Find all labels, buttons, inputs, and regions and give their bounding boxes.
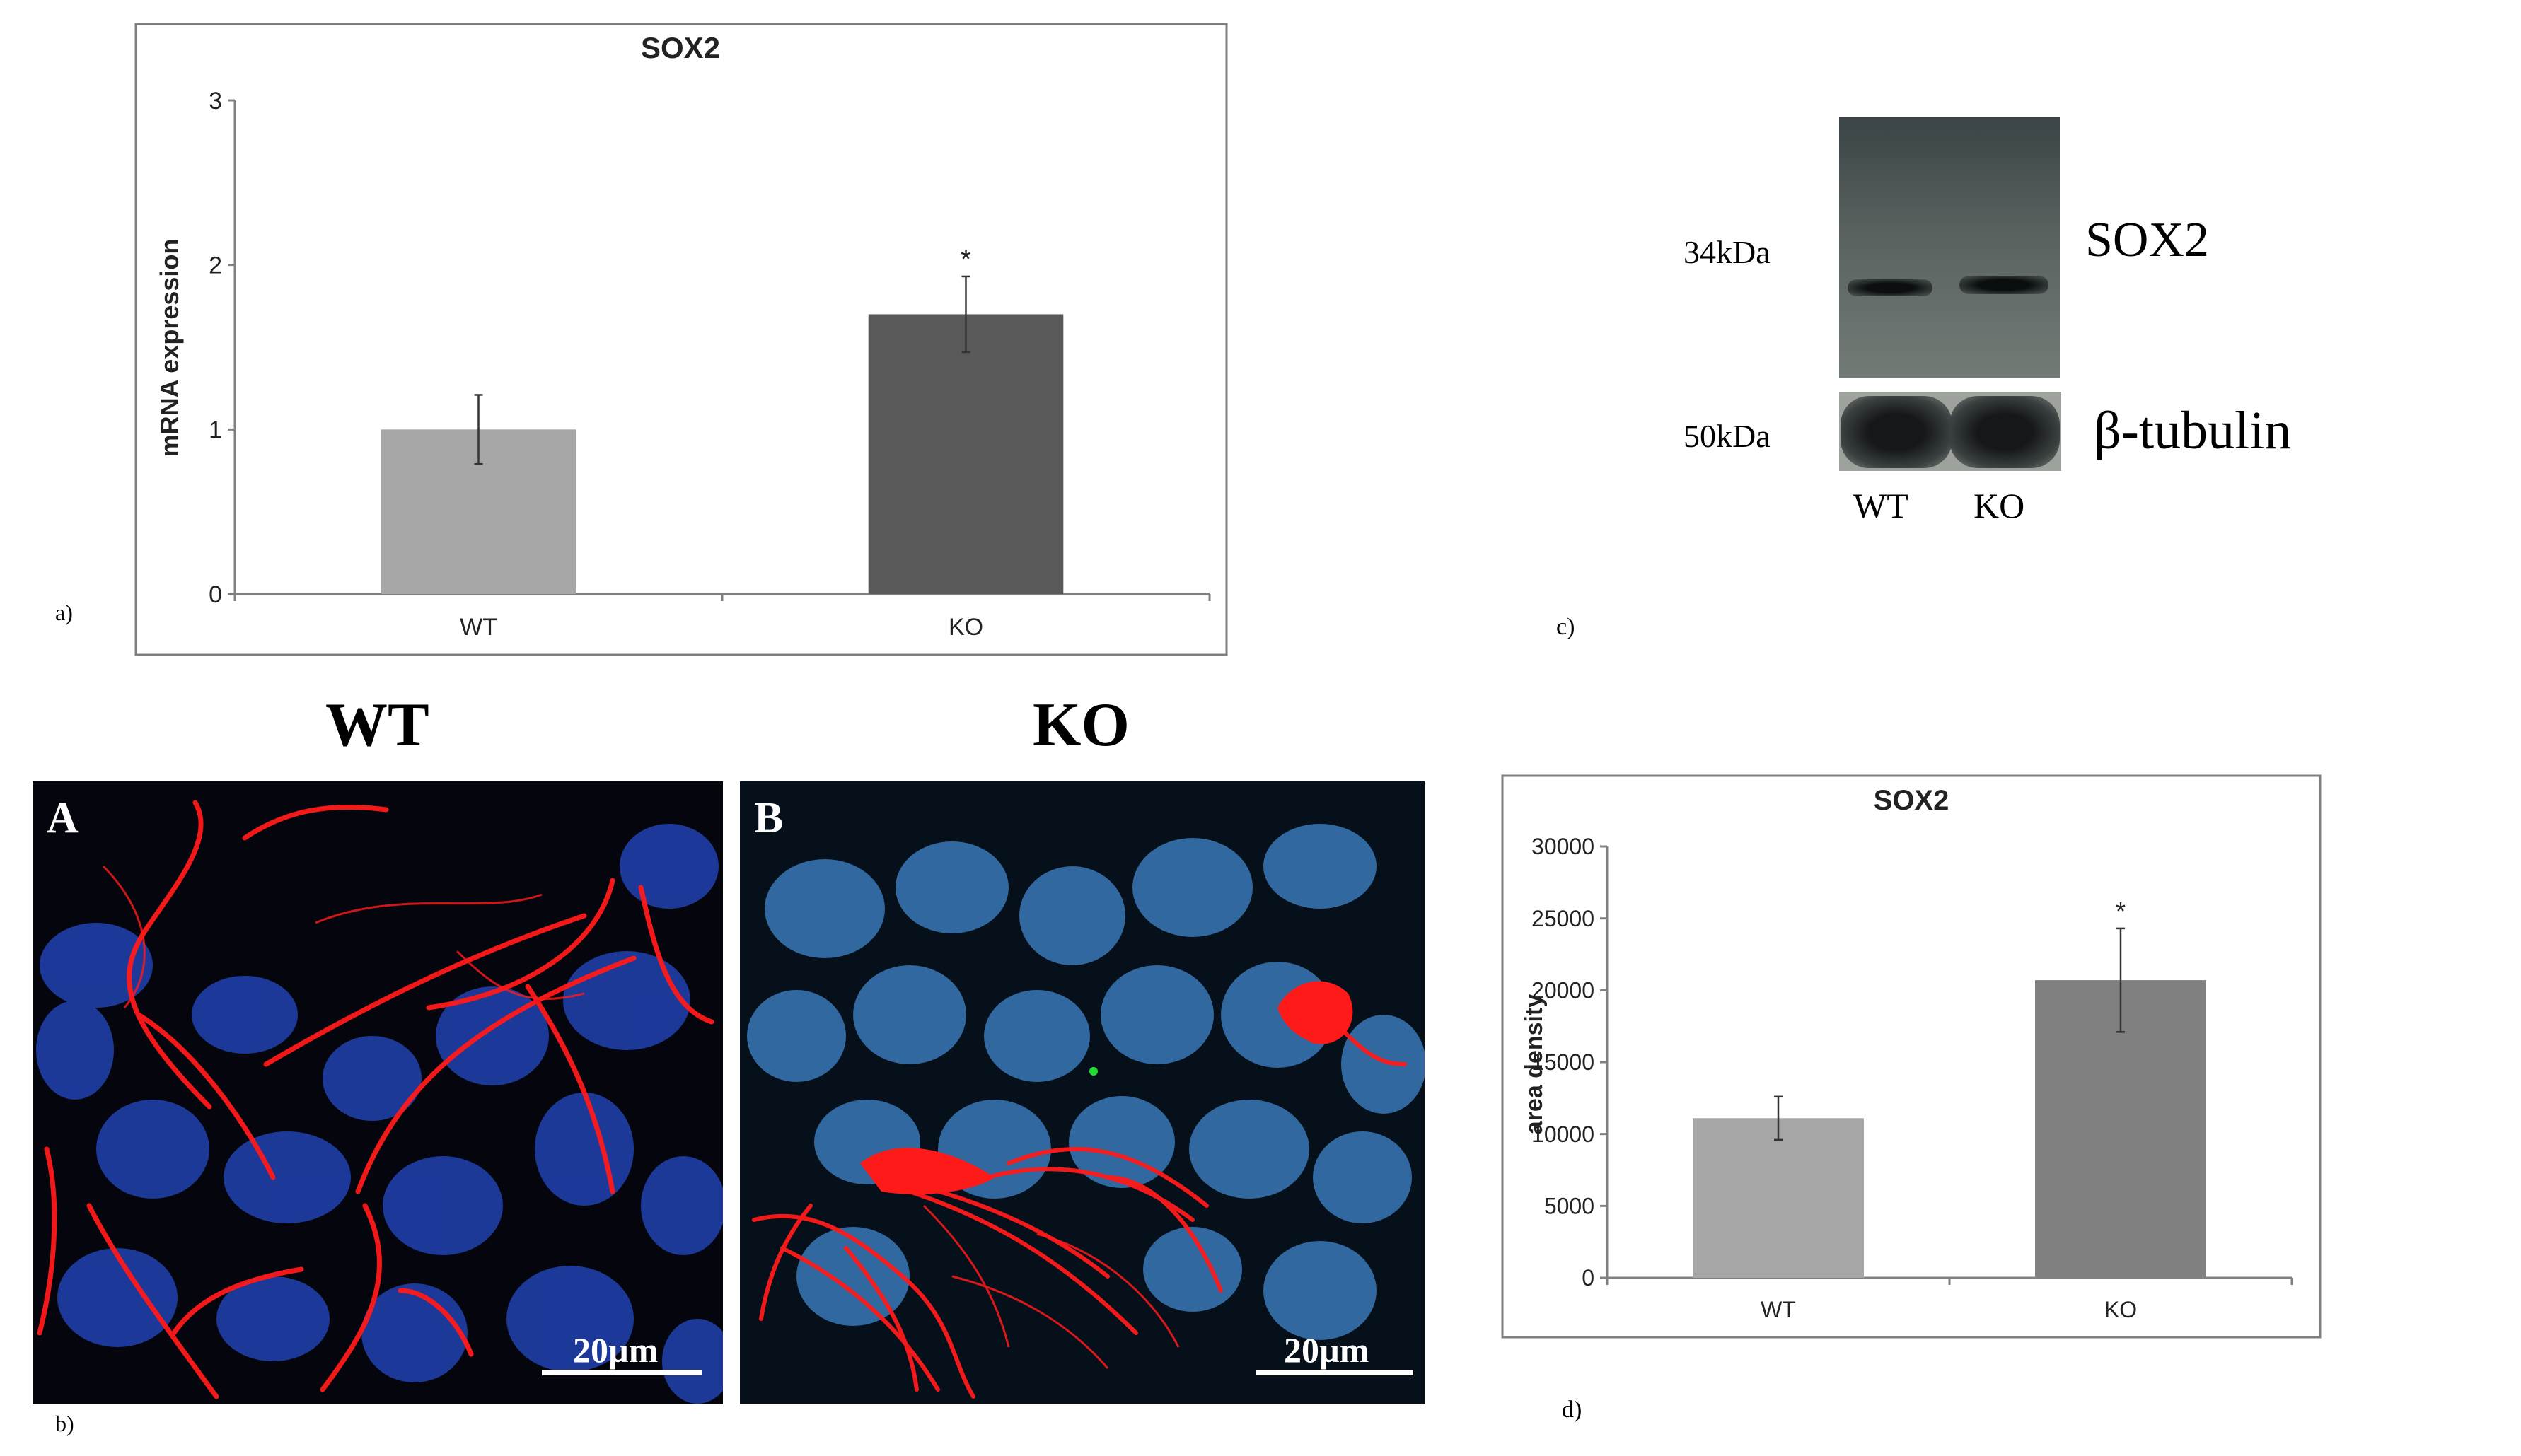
panel-label-a: a): [55, 600, 73, 625]
y-tick-label: 15000: [1531, 1049, 1594, 1075]
x-tick-label: KO: [2104, 1297, 2137, 1322]
panel-label-c: c): [1556, 614, 1575, 640]
western-blot: 34kDa 50kDa SOX2 β-tubulin WT KO: [1627, 106, 2405, 530]
marker-50kda: 50kDa: [1683, 418, 1771, 454]
y-tick-label: 0: [209, 581, 222, 608]
chart-a-ylabel: mRNA expression: [155, 239, 184, 458]
chart-d-ylabel: area density: [1521, 994, 1548, 1135]
significance-marker: *: [2116, 897, 2126, 926]
group-label-wt: WT: [325, 691, 429, 759]
x-tick-label: WT: [460, 614, 497, 641]
y-tick-label: 1: [209, 417, 222, 443]
chart-d-title: SOX2: [1874, 785, 1949, 816]
blot-band-sox2-wt: [1848, 279, 1932, 296]
blot-band-tubulin-wt: [1841, 396, 1952, 468]
scale-bar-label-ko: 20µm: [1284, 1330, 1369, 1370]
chart-d: SOX2 area density 0 5000 10000 15000 20000 25…: [1501, 774, 2322, 1339]
bar-wt: [1693, 1118, 1864, 1278]
lane-label-ko: KO: [1974, 486, 2025, 525]
bar-ko: [868, 314, 1064, 594]
x-tick-label: WT: [1761, 1297, 1796, 1322]
y-tick-label: 10000: [1531, 1122, 1594, 1147]
blot-upper-membrane: [1839, 117, 2060, 378]
panel-label-b: b): [55, 1411, 74, 1436]
chart-a-title: SOX2: [641, 31, 720, 64]
sub-label-a: A: [47, 794, 79, 842]
blot-band-sox2-ko: [1959, 276, 2048, 294]
blot-band-tubulin-ko: [1949, 396, 2060, 468]
marker-34kda: 34kDa: [1683, 234, 1771, 270]
group-label-ko: KO: [1033, 691, 1130, 759]
y-tick-label: 30000: [1531, 834, 1594, 859]
y-tick-label: 0: [1582, 1265, 1594, 1291]
y-tick-label: 25000: [1531, 906, 1594, 931]
lane-label-wt: WT: [1853, 486, 1908, 525]
sub-label-b: B: [754, 794, 784, 842]
y-tick-label: 2: [209, 252, 222, 279]
scale-bar-label-wt: 20µm: [573, 1330, 659, 1370]
band-label-tubulin: β-tubulin: [2094, 401, 2292, 460]
chart-d-plot: 0 5000 10000 15000 20000 25000 30000 WT KO *: [1531, 834, 2293, 1322]
band-label-sox2: SOX2: [2085, 213, 2210, 267]
y-tick-label: 20000: [1531, 978, 1594, 1003]
chart-a-plot: 0 1 2 3 WT KO *: [209, 88, 1211, 641]
y-tick-label: 3: [209, 88, 222, 115]
micrograph-ko: [740, 781, 1425, 1404]
significance-marker: *: [961, 245, 971, 274]
panel-label-d: d): [1562, 1397, 1582, 1423]
x-tick-label: KO: [949, 614, 983, 641]
y-tick-label: 5000: [1544, 1194, 1594, 1219]
chart-a: SOX2 mRNA expression 0 1 2 3 WT KO *: [134, 23, 1228, 656]
micrograph-wt: [33, 781, 723, 1404]
